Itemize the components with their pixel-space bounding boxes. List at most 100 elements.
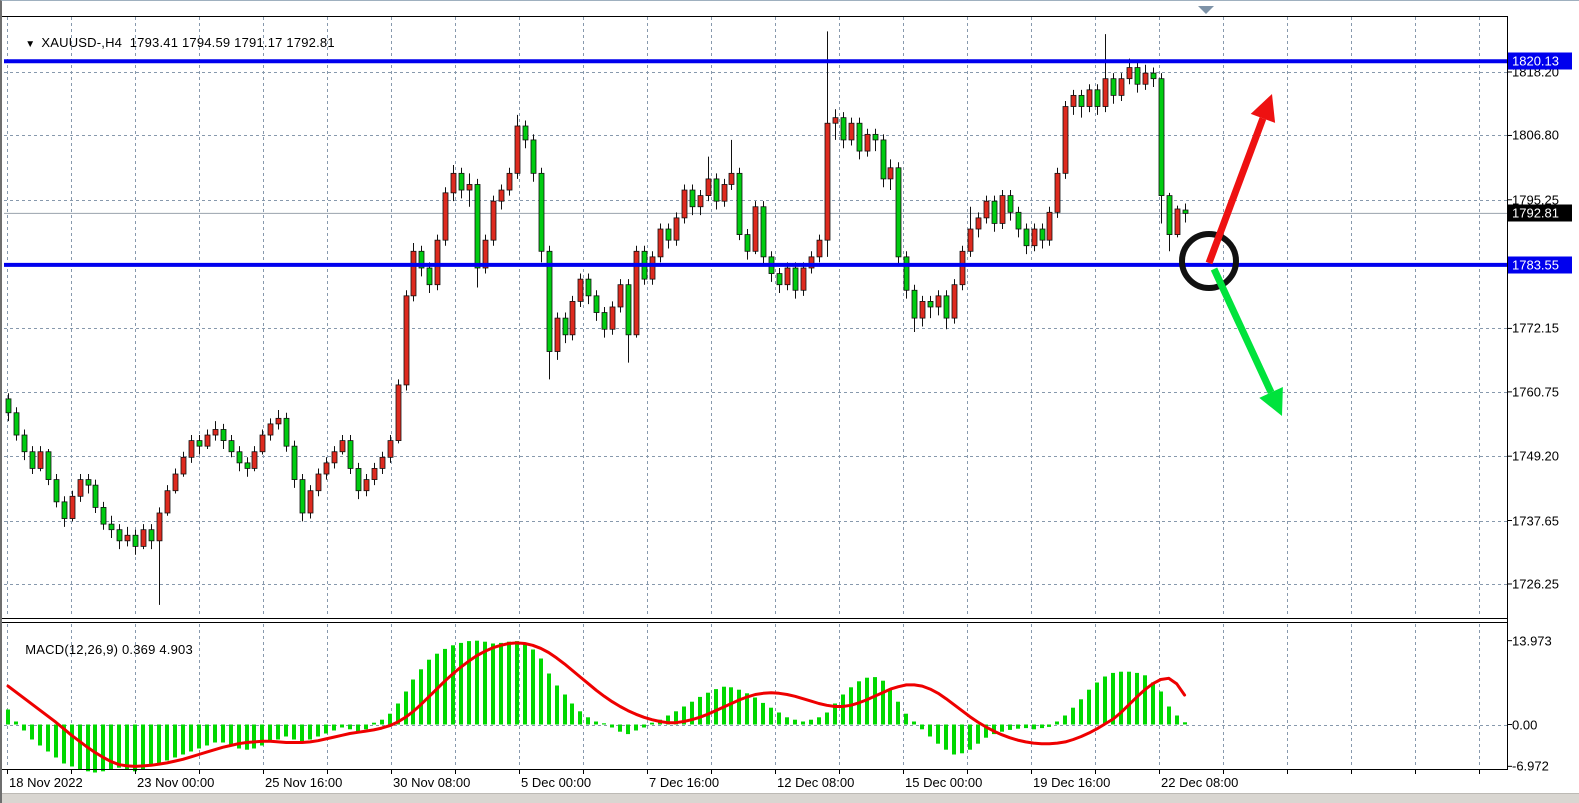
macd-bar (912, 721, 916, 725)
bull-candle (371, 468, 378, 480)
macd-bar (539, 658, 543, 725)
macd-bar (960, 724, 964, 754)
bull-candle (450, 172, 457, 194)
macd-bar (801, 721, 805, 725)
bear-candle (1015, 211, 1022, 230)
bull-candle (959, 250, 966, 286)
bear-candle (1094, 89, 1101, 107)
bull-candle (1070, 94, 1077, 107)
bull-candle (784, 267, 791, 286)
bear-candle (991, 200, 998, 224)
macd-bar (833, 703, 837, 725)
bull-candle (697, 195, 704, 208)
red-arrow-annotation[interactable] (1205, 94, 1276, 265)
bear-candle (895, 167, 902, 258)
macd-bar (372, 722, 376, 725)
bull-candle (1102, 78, 1109, 107)
bear-candle (92, 484, 99, 508)
bear-candle (220, 429, 227, 442)
bear-candle (530, 139, 537, 174)
bull-candle (975, 217, 982, 230)
bull-candle (124, 534, 131, 542)
macd-bar (563, 694, 567, 725)
macd-bar (483, 641, 487, 725)
macd-bar (745, 693, 749, 725)
bear-candle (1134, 67, 1141, 85)
time-axis-label: 7 Dec 16:00 (649, 775, 720, 790)
hline-price-tag: 1783.55 (1508, 256, 1572, 274)
macd-bar (284, 724, 288, 737)
bear-candle (1182, 209, 1189, 214)
macd-bar (404, 691, 408, 725)
macd-bar (213, 724, 217, 743)
bear-candle (943, 295, 950, 319)
macd-bar (197, 724, 201, 749)
bull-candle (188, 440, 195, 458)
price-tick-label: 1726.25 (1512, 576, 1559, 592)
macd-bar (984, 724, 988, 738)
price-tick-label: 1737.65 (1512, 513, 1559, 528)
bull-candle (204, 434, 211, 447)
bear-candle (347, 440, 354, 469)
macd-bar (70, 724, 74, 767)
macd-bar (14, 721, 18, 725)
bull-candle (434, 239, 441, 286)
macd-bar (419, 669, 423, 725)
macd-bar (109, 724, 113, 770)
green-arrow-annotation[interactable] (1210, 267, 1283, 416)
macd-bar (356, 724, 360, 732)
macd-bar (268, 724, 272, 743)
bull-candle (37, 451, 44, 469)
time-axis-label: 15 Dec 00:00 (905, 775, 983, 790)
macd-bar (610, 724, 614, 728)
bull-candle (999, 195, 1006, 224)
macd-bar (93, 724, 97, 773)
macd-bar (626, 724, 630, 735)
bear-candle (792, 267, 799, 291)
hline-price-tag: 1820.13 (1508, 52, 1572, 70)
macd-bar (340, 724, 344, 728)
macd-bar (205, 724, 209, 746)
macd-bar (229, 724, 233, 746)
time-axis-label: 12 Dec 08:00 (777, 775, 855, 790)
bull-candle (657, 228, 664, 258)
chart-frame (2, 6, 1512, 774)
macd-bar (78, 724, 82, 770)
symbol-dropdown-icon[interactable]: ▼ (25, 39, 36, 50)
bull-candle (442, 192, 449, 241)
bull-candle (323, 462, 330, 475)
bull-candle (180, 456, 187, 475)
circle-annotation[interactable] (1179, 231, 1239, 291)
bear-candle (426, 267, 433, 286)
bear-candle (562, 317, 569, 336)
candles-layer[interactable] (5, 31, 1189, 605)
bull-candle (728, 172, 735, 185)
macd-bar (181, 724, 185, 755)
bull-candle (935, 295, 942, 308)
bull-candle (387, 440, 394, 458)
bull-candle (705, 178, 712, 197)
bull-candle (800, 267, 807, 291)
bull-candle (1126, 67, 1133, 80)
macd-bar (602, 723, 606, 725)
bear-candle (736, 172, 743, 235)
macd-bar (698, 696, 702, 725)
macd-bar (992, 724, 996, 735)
bear-candle (196, 440, 203, 447)
macd-bar (364, 724, 368, 730)
macd-bar (690, 701, 694, 725)
macd-bar (1127, 671, 1131, 725)
macd-bar (1111, 672, 1115, 725)
macd-indicator-label: MACD(12,26,9) 0.369 4.903 (10, 627, 193, 672)
bull-candle (498, 189, 505, 202)
macd-bar (348, 724, 352, 730)
bear-candle (418, 250, 425, 269)
bear-candle (53, 479, 60, 503)
time-axis-label: 23 Nov 00:00 (137, 775, 215, 790)
macd-bar (276, 724, 280, 740)
bear-candle (625, 284, 632, 336)
bear-candle (5, 398, 12, 414)
shift-marker-icon[interactable] (1198, 6, 1214, 14)
macd-bar (1040, 724, 1044, 729)
